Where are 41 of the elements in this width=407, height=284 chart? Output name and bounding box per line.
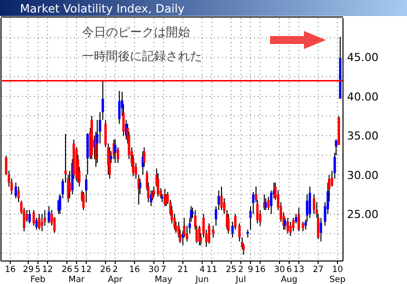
annotation: 今日のピークは開始 (82, 25, 190, 39)
x-tick-label: 16 (129, 265, 140, 275)
x-tick-label: 21 (177, 265, 188, 275)
x-tick-label: 10 Sep (329, 265, 346, 284)
x-tick-label: 25 (226, 265, 237, 275)
candlestick (38, 213, 40, 230)
candlestick (48, 206, 50, 224)
candlestick (102, 79, 104, 120)
x-tick-label: 11 (206, 265, 218, 275)
candlestick (28, 210, 31, 224)
candlestick (14, 182, 18, 199)
y-tick-label: 30.00 (347, 168, 378, 182)
x-tick-label: 30 (148, 265, 160, 275)
candlestick (118, 90, 121, 124)
x-tick-label: 27 (312, 265, 324, 275)
y-tick-label: 25.00 (347, 208, 378, 221)
candlestick (208, 222, 210, 244)
x-tick-label: 13 (293, 265, 304, 275)
annotation: 一時間後に記録された (82, 49, 202, 63)
candlestick (308, 186, 312, 218)
x-tick-label: 26 (61, 265, 72, 275)
x-tick-label: 2 Jul (234, 265, 246, 284)
x-tick-label: 12 (42, 265, 53, 275)
x-tick-label: 16 (254, 265, 266, 275)
y-tick-label: 40.00 (347, 90, 378, 104)
y-tick-label: 45.00 (347, 51, 378, 64)
candlestick (298, 207, 300, 232)
candlestick (17, 186, 20, 203)
x-tick-label: 12 (80, 265, 92, 275)
candlestick (320, 217, 322, 242)
x-tick-label: 26 (100, 265, 111, 275)
x-tick-label: 9 (248, 265, 254, 275)
candlestick (32, 210, 35, 226)
candlestick (292, 217, 294, 232)
candlestick (212, 225, 214, 238)
candlestick (286, 217, 289, 234)
x-tick-label: 30 (274, 265, 285, 275)
y-tick-label: 35.00 (347, 130, 378, 143)
chart-title: Market Volatility Index, Daily (20, 2, 185, 16)
x-tick-label: 16 (4, 265, 16, 275)
x-tick-label: 29 (22, 265, 34, 275)
